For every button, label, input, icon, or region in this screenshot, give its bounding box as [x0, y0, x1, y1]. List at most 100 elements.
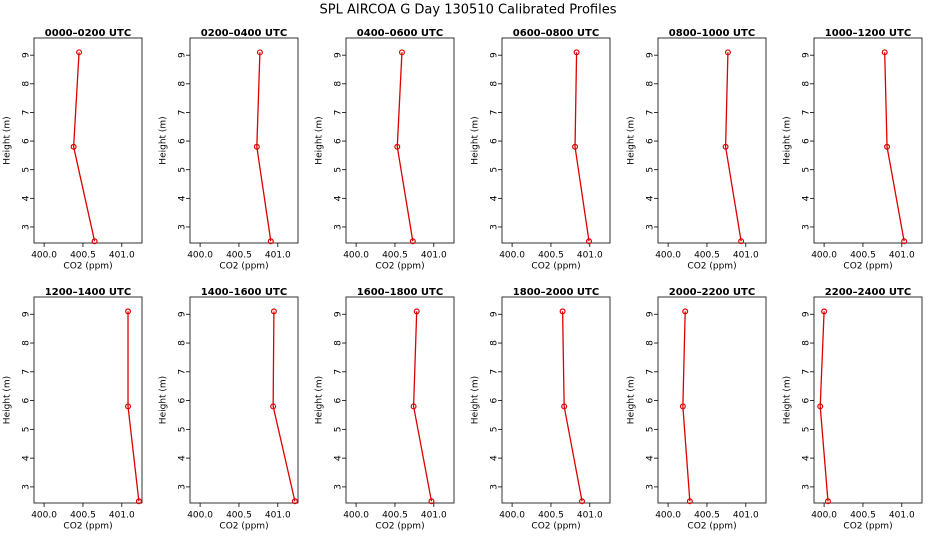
profile-line: [127, 311, 140, 502]
profile-line: [561, 311, 583, 502]
data-point: [428, 498, 435, 505]
x-tick-label: 400.5: [538, 251, 564, 261]
x-tick-label: 400.0: [343, 251, 369, 261]
data-point: [91, 238, 98, 245]
y-tick-label: 9: [646, 311, 656, 317]
y-tick-label: 4: [490, 455, 500, 461]
data-point: [559, 308, 566, 315]
y-tick-label: 5: [178, 167, 188, 173]
profile-line: [574, 52, 590, 242]
y-axis-label: Height (m): [627, 116, 637, 164]
y-tick-label: 6: [178, 138, 188, 144]
x-tick-label: 400.0: [31, 251, 57, 261]
data-point: [125, 308, 132, 315]
x-tick-label: 400.0: [187, 511, 213, 521]
x-tick-label: 400.5: [850, 511, 876, 521]
x-tick-label: 400.5: [850, 251, 876, 261]
y-tick-label: 4: [178, 195, 188, 201]
y-tick-label: 4: [178, 455, 188, 461]
data-point: [572, 143, 579, 150]
y-tick-label: 3: [22, 484, 32, 490]
y-tick-label: 6: [802, 138, 812, 144]
y-tick-label: 4: [22, 455, 32, 461]
data-point: [901, 238, 908, 245]
y-tick-label: 7: [802, 369, 812, 375]
y-tick-label: 3: [490, 484, 500, 490]
data-point: [125, 403, 132, 410]
y-tick-label: 7: [178, 369, 188, 375]
profile-line: [396, 52, 414, 242]
y-axis-label: Height (m): [783, 116, 793, 164]
x-tick-label: 401.0: [421, 511, 447, 521]
y-tick-label: 9: [490, 52, 500, 58]
x-tick-label: 400.0: [31, 511, 57, 521]
y-tick-label: 8: [178, 81, 188, 87]
y-tick-label: 7: [334, 369, 344, 375]
y-axis-label: Height (m): [627, 376, 637, 424]
data-point: [256, 49, 263, 56]
y-tick-label: 7: [802, 110, 812, 116]
y-tick-label: 6: [802, 397, 812, 403]
data-point: [738, 238, 745, 245]
y-axis-label: Height (m): [315, 116, 325, 164]
y-tick-label: 9: [22, 52, 32, 58]
y-tick-label: 5: [646, 167, 656, 173]
y-tick-label: 7: [646, 110, 656, 116]
x-tick-label: 400.0: [499, 511, 525, 521]
y-tick-label: 4: [22, 195, 32, 201]
y-tick-label: 5: [490, 426, 500, 432]
y-tick-label: 4: [334, 455, 344, 461]
y-tick-label: 6: [22, 138, 32, 144]
panel-title: 1800–2000 UTC: [513, 287, 599, 298]
y-tick-label: 8: [802, 81, 812, 87]
y-tick-label: 4: [490, 195, 500, 201]
x-axis-label: CO2 (ppm): [63, 262, 112, 272]
plot-frame: [345, 37, 455, 244]
plot-frame: [33, 37, 143, 244]
data-point: [679, 403, 686, 410]
y-axis-label: Height (m): [783, 376, 793, 424]
x-axis-label: CO2 (ppm): [375, 522, 424, 532]
y-tick-label: 3: [802, 484, 812, 490]
x-tick-label: 401.0: [889, 251, 915, 261]
profile-line: [724, 52, 742, 242]
y-tick-label: 4: [646, 195, 656, 201]
profile-line: [272, 311, 296, 502]
data-point: [586, 238, 593, 245]
x-tick-label: 400.0: [499, 251, 525, 261]
y-tick-label: 7: [22, 110, 32, 116]
x-axis-label: CO2 (ppm): [63, 522, 112, 532]
data-point: [394, 143, 401, 150]
y-tick-label: 6: [178, 397, 188, 403]
y-tick-label: 8: [178, 340, 188, 346]
y-tick-label: 6: [334, 397, 344, 403]
y-tick-label: 9: [802, 52, 812, 58]
plot-frame: [657, 37, 767, 244]
x-tick-label: 400.0: [655, 251, 681, 261]
x-axis-label: CO2 (ppm): [843, 522, 892, 532]
y-tick-label: 9: [490, 311, 500, 317]
y-tick-label: 5: [22, 167, 32, 173]
profile-line: [819, 311, 829, 502]
x-axis-label: CO2 (ppm): [687, 522, 736, 532]
profile-line: [72, 52, 96, 242]
data-point: [76, 49, 83, 56]
y-tick-label: 7: [22, 369, 32, 375]
y-tick-label: 8: [334, 340, 344, 346]
y-tick-label: 7: [334, 110, 344, 116]
data-point: [579, 498, 586, 505]
data-point: [561, 403, 568, 410]
data-point: [722, 143, 729, 150]
profile-line: [256, 52, 272, 242]
y-tick-label: 5: [490, 167, 500, 173]
y-tick-label: 5: [802, 167, 812, 173]
y-tick-label: 3: [334, 484, 344, 490]
data-point: [270, 308, 277, 315]
data-point: [253, 143, 260, 150]
x-tick-label: 401.0: [889, 511, 915, 521]
plot-frame: [813, 296, 923, 504]
y-axis-label: Height (m): [159, 116, 169, 164]
data-point: [686, 498, 693, 505]
x-axis-label: CO2 (ppm): [843, 262, 892, 272]
